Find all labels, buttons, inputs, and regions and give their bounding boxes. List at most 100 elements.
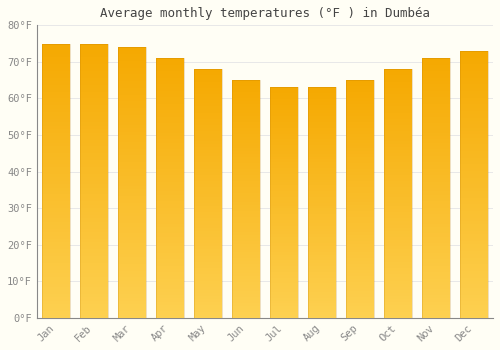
Bar <box>346 267 374 270</box>
Bar <box>42 109 70 112</box>
Bar <box>346 190 374 193</box>
Bar <box>80 188 108 191</box>
Bar <box>308 292 336 295</box>
Bar <box>270 246 297 249</box>
Bar <box>270 90 297 93</box>
Bar <box>232 312 260 315</box>
Bar <box>194 147 222 150</box>
Bar <box>118 173 146 176</box>
Bar <box>80 95 108 98</box>
Bar <box>232 190 260 193</box>
Bar <box>460 101 487 104</box>
Bar <box>460 308 487 311</box>
Bar <box>460 285 487 288</box>
Bar <box>346 256 374 258</box>
Bar <box>422 185 450 188</box>
Bar <box>42 112 70 116</box>
Bar <box>194 243 222 246</box>
Bar <box>42 290 70 294</box>
Bar <box>384 162 411 166</box>
Bar <box>118 68 146 71</box>
Bar <box>308 180 336 182</box>
Bar <box>42 249 70 253</box>
Bar <box>118 54 146 57</box>
Bar <box>384 231 411 234</box>
Bar <box>80 85 108 88</box>
Bar <box>384 222 411 225</box>
Bar <box>308 226 336 229</box>
Bar <box>460 158 487 161</box>
Bar <box>384 246 411 250</box>
Bar <box>232 240 260 244</box>
Bar <box>118 108 146 112</box>
Bar <box>270 280 297 283</box>
Bar <box>194 206 222 209</box>
Bar <box>270 113 297 116</box>
Bar <box>42 311 70 314</box>
Bar <box>384 69 411 72</box>
Bar <box>460 51 487 54</box>
Bar <box>270 217 297 220</box>
Bar <box>194 119 222 122</box>
Bar <box>194 302 222 306</box>
Bar <box>194 268 222 271</box>
Bar <box>346 202 374 205</box>
Bar <box>422 220 450 224</box>
Bar <box>156 246 184 250</box>
Bar <box>118 267 146 271</box>
Bar <box>232 252 260 256</box>
Bar <box>422 91 450 94</box>
Bar <box>308 188 336 191</box>
Bar <box>118 166 146 169</box>
Bar <box>460 138 487 141</box>
Bar <box>460 221 487 224</box>
Bar <box>156 68 184 71</box>
Bar <box>80 81 108 85</box>
Bar <box>460 181 487 184</box>
Bar <box>346 122 374 125</box>
Bar <box>80 246 108 249</box>
Bar <box>194 178 222 181</box>
Bar <box>232 146 260 148</box>
Bar <box>232 160 260 163</box>
Bar <box>80 64 108 68</box>
Bar <box>156 58 184 318</box>
Bar <box>232 300 260 303</box>
Bar <box>308 131 336 134</box>
Bar <box>422 159 450 162</box>
Bar <box>460 78 487 81</box>
Bar <box>460 218 487 221</box>
Bar <box>42 184 70 188</box>
Bar <box>80 198 108 201</box>
Bar <box>194 122 222 125</box>
Bar <box>308 171 336 174</box>
Bar <box>308 113 336 116</box>
Bar <box>42 160 70 163</box>
Bar <box>80 215 108 218</box>
Bar <box>80 225 108 229</box>
Bar <box>118 230 146 233</box>
Bar <box>460 164 487 168</box>
Bar <box>80 112 108 116</box>
Bar <box>42 301 70 304</box>
Bar <box>232 181 260 184</box>
Bar <box>232 303 260 306</box>
Bar <box>384 228 411 231</box>
Bar <box>80 284 108 287</box>
Bar <box>194 190 222 194</box>
Bar <box>156 81 184 84</box>
Bar <box>118 145 146 149</box>
Bar <box>118 152 146 155</box>
Bar <box>270 93 297 96</box>
Bar <box>118 71 146 74</box>
Bar <box>460 251 487 254</box>
Bar <box>80 236 108 239</box>
Bar <box>194 94 222 97</box>
Bar <box>194 309 222 312</box>
Bar <box>232 214 260 217</box>
Bar <box>42 297 70 301</box>
Bar <box>308 229 336 231</box>
Bar <box>118 142 146 145</box>
Bar <box>270 156 297 160</box>
Bar <box>308 90 336 93</box>
